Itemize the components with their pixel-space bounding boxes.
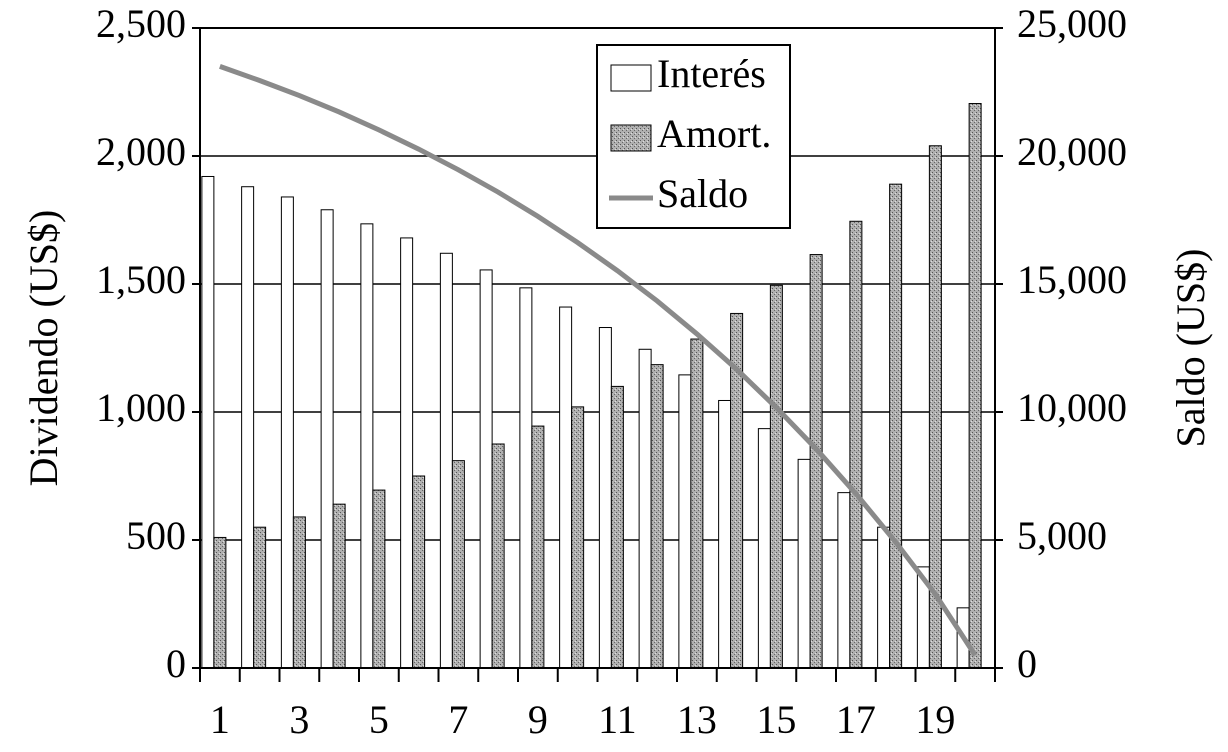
bar (769, 284, 783, 669)
bar (837, 492, 851, 669)
x-tick-label: 3 (289, 697, 309, 742)
bar (479, 269, 493, 669)
y-tick-label: 2,500 (96, 1, 186, 46)
legend-label: Saldo (657, 171, 748, 216)
bar (439, 252, 453, 669)
bar (598, 327, 612, 669)
bar (559, 306, 573, 669)
y-tick-label: 1,000 (96, 385, 186, 430)
x-tick-label: 17 (836, 697, 876, 742)
y-axis-label: Dividendo (US$) (21, 210, 66, 487)
x-tick-label: 5 (369, 697, 389, 742)
bar (849, 220, 863, 669)
line (219, 64, 978, 657)
legend-swatch (610, 124, 652, 152)
bar (280, 196, 294, 669)
bar (332, 503, 346, 669)
bar (757, 428, 771, 669)
y-tick-label: 500 (126, 513, 186, 558)
bar (519, 287, 533, 669)
x-tick-label: 19 (915, 697, 955, 742)
y2-tick-label: 0 (1017, 641, 1037, 686)
bar (201, 175, 215, 669)
legend-label: Amort. (657, 111, 771, 156)
bar (610, 385, 624, 669)
bar (372, 489, 386, 669)
x-tick-label: 9 (528, 697, 548, 742)
bar (797, 458, 811, 669)
y-tick-label: 0 (166, 641, 186, 686)
bar (809, 254, 823, 669)
x-tick-label: 7 (448, 697, 468, 742)
bar (678, 374, 692, 669)
x-tick-label: 11 (598, 697, 637, 742)
bar (531, 425, 545, 669)
y2-tick-label: 5,000 (1017, 513, 1107, 558)
x-tick-label: 13 (677, 697, 717, 742)
bar (213, 536, 227, 669)
y2-axis-label: Saldo (US$) (1168, 249, 1213, 448)
bar (320, 209, 334, 669)
bar (400, 237, 414, 669)
bar (360, 223, 374, 669)
bar (718, 399, 732, 669)
bar (491, 443, 505, 669)
x-tick-label: 1 (210, 697, 230, 742)
y2-tick-label: 25,000 (1017, 1, 1127, 46)
x-tick-label: 15 (756, 697, 796, 742)
legend-swatch (610, 64, 652, 92)
y2-tick-label: 20,000 (1017, 129, 1127, 174)
y-tick-label: 1,500 (96, 257, 186, 302)
bar (690, 338, 704, 669)
y2-tick-label: 15,000 (1017, 257, 1127, 302)
bar (412, 475, 426, 669)
bar (968, 103, 982, 669)
bar (889, 183, 903, 669)
bar (253, 526, 267, 669)
bar (571, 406, 585, 669)
bar (292, 516, 306, 669)
bar (638, 348, 652, 669)
bar (877, 526, 891, 669)
bar (650, 364, 664, 669)
legend-label: Interés (657, 51, 766, 96)
y2-tick-label: 10,000 (1017, 385, 1127, 430)
bar (241, 186, 255, 669)
bar (451, 460, 465, 669)
y-tick-label: 2,000 (96, 129, 186, 174)
